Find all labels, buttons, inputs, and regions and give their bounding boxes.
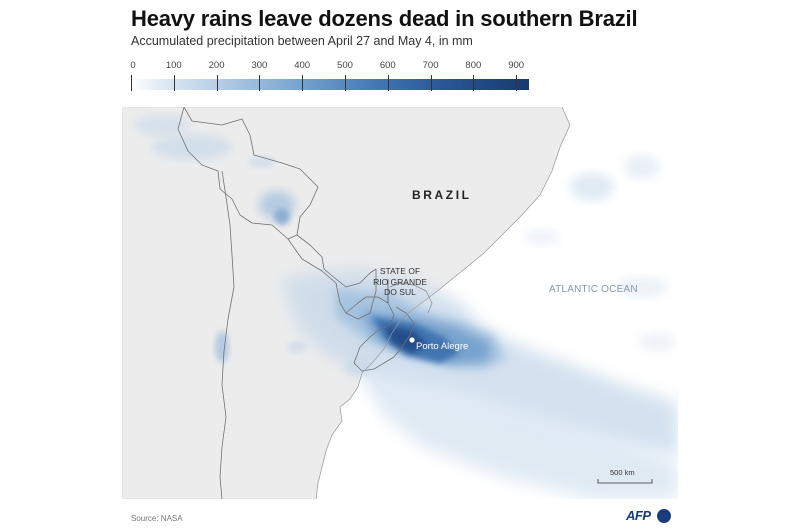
color-scale-tick-label: 0 <box>130 60 136 71</box>
color-scale-bar <box>131 79 529 90</box>
source-note: Source: NASA <box>131 514 183 523</box>
distance-scale-bar <box>597 479 653 484</box>
afp-logo-text: AFP <box>626 508 651 523</box>
paraguay-border <box>287 238 377 320</box>
precipitation-color-scale: 0 100 200 300 400 500 600 700 800 900 <box>130 60 531 94</box>
color-scale-tick-label: 500 <box>337 60 353 71</box>
afp-logo-dot <box>657 509 671 523</box>
brazil-label: BRAZIL <box>412 188 472 202</box>
color-scale-tick <box>516 75 518 91</box>
color-scale-tick-label: 900 <box>508 60 525 71</box>
uruguay-border <box>353 306 415 372</box>
color-scale-tick <box>430 75 432 91</box>
rio-grande-do-sul-label: STATE OF RIO GRANDE DO SUL <box>373 266 427 297</box>
coastline <box>315 107 571 499</box>
color-scale-tick <box>344 75 346 91</box>
country-borders <box>177 107 433 499</box>
color-scale-tick <box>216 75 218 91</box>
porto-alegre-marker <box>409 337 415 343</box>
map-canvas <box>122 107 678 499</box>
rainfall-field <box>134 115 678 499</box>
atlantic-ocean-label: ATLANTIC OCEAN <box>549 284 638 295</box>
color-scale-tick <box>131 75 132 91</box>
afp-logo: AFP <box>626 508 671 524</box>
color-scale-tick-label: 800 <box>465 60 482 71</box>
color-scale-tick <box>473 75 475 91</box>
argentina-brazil-border <box>345 296 395 364</box>
color-scale-tick-label: 100 <box>165 60 182 71</box>
chile-argentina-border <box>219 170 235 499</box>
map-subtitle: Accumulated precipitation between April … <box>131 34 473 48</box>
precipitation-map: BRAZIL ATLANTIC OCEAN STATE OF RIO GRAND… <box>122 107 678 499</box>
rio-grande-do-sul-border <box>389 282 433 314</box>
color-scale-tick-label: 300 <box>251 60 268 71</box>
color-scale-tick <box>173 75 175 91</box>
porto-alegre-label: Porto Alegre <box>416 341 469 352</box>
color-scale-tick-label: 400 <box>294 60 311 71</box>
color-scale-tick <box>259 75 261 91</box>
color-scale-tick-label: 700 <box>422 60 439 71</box>
color-scale-tick <box>387 75 389 91</box>
distance-scale-label: 500 km <box>610 468 635 477</box>
color-scale-tick <box>302 75 304 91</box>
brazil-western-border <box>183 107 377 288</box>
map-title: Heavy rains leave dozens dead in souther… <box>131 6 638 31</box>
color-scale-tick-label: 200 <box>208 60 225 71</box>
bolivia-border <box>177 107 298 240</box>
color-scale-tick-label: 600 <box>379 60 396 71</box>
